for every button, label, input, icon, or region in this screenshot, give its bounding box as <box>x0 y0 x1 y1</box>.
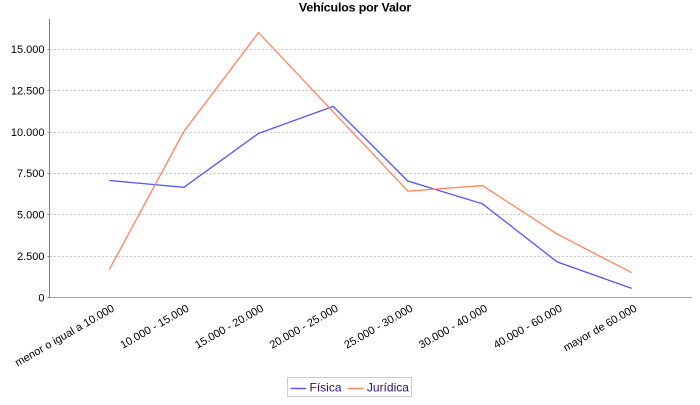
svg-text:12.500: 12.500 <box>11 86 45 98</box>
svg-text:Jurídica: Jurídica <box>367 381 409 395</box>
svg-text:5.000: 5.000 <box>17 210 45 222</box>
svg-text:7.500: 7.500 <box>17 168 45 180</box>
svg-text:10.000: 10.000 <box>11 127 45 139</box>
svg-text:Física: Física <box>310 381 342 395</box>
svg-text:Vehículos por Valor: Vehículos por Valor <box>299 1 411 15</box>
svg-text:0: 0 <box>38 292 44 304</box>
svg-text:2.500: 2.500 <box>17 251 45 263</box>
svg-text:15.000: 15.000 <box>11 44 45 56</box>
